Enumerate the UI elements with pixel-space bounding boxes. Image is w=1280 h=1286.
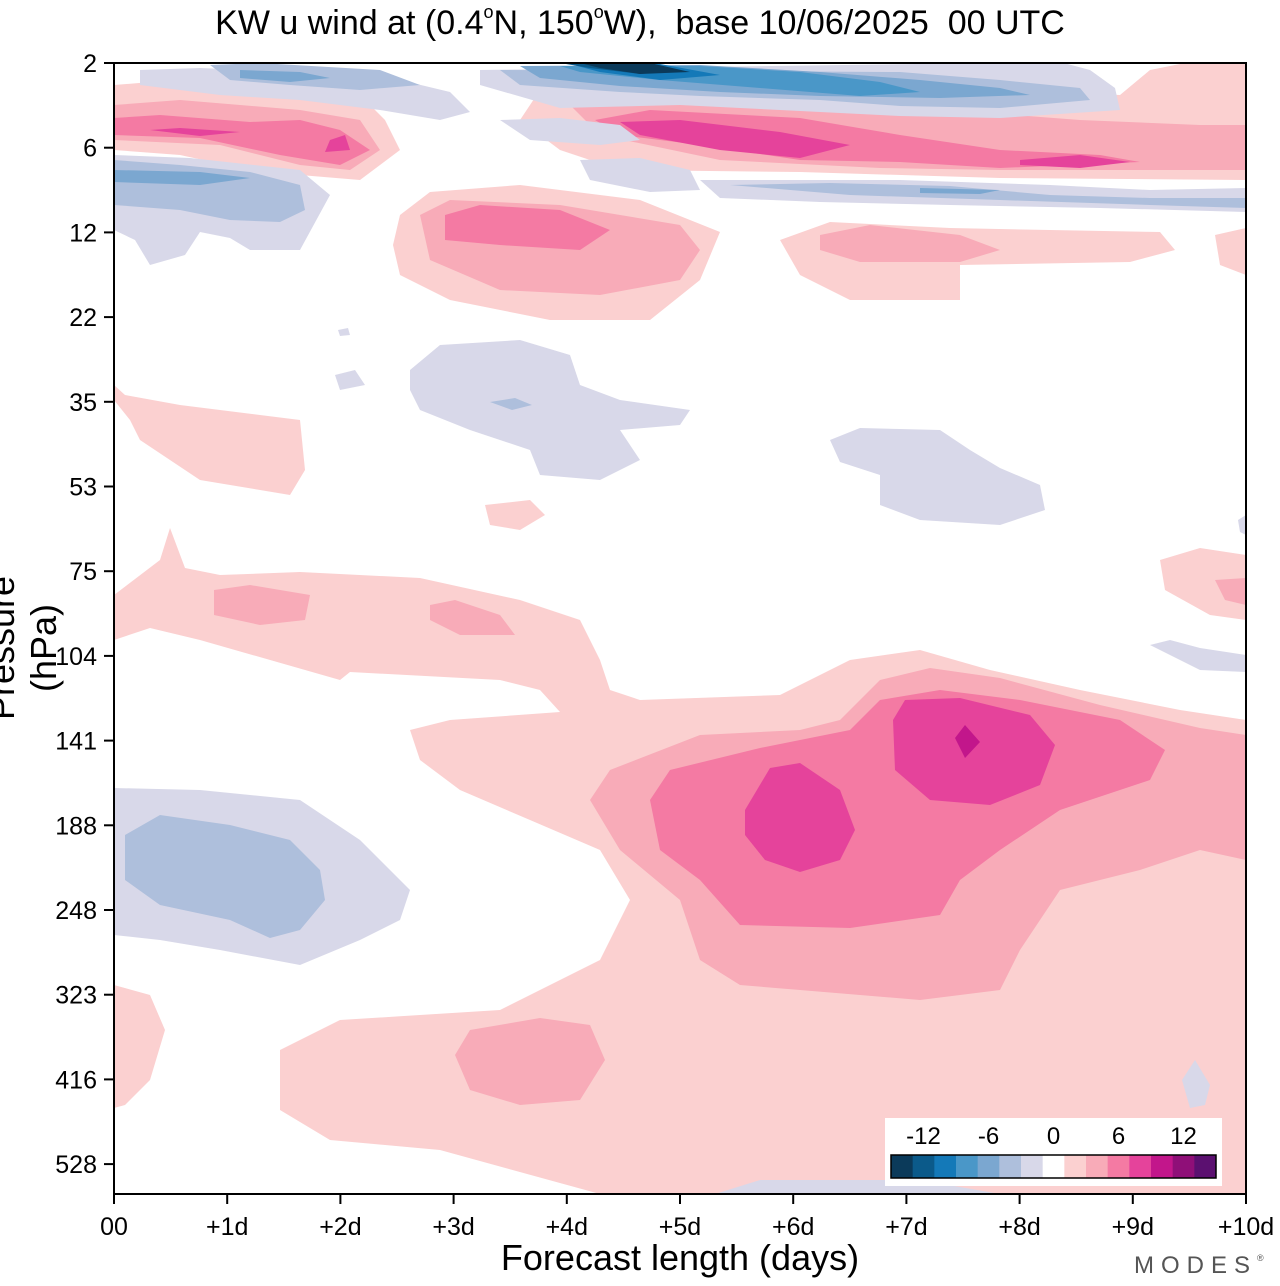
y-tick-label-6: 75 [69, 558, 97, 586]
contour-region-37 [335, 370, 365, 390]
colorbar-tick-label-2: 0 [1047, 1123, 1060, 1150]
y-tick-label-3: 22 [69, 304, 97, 332]
brand-name: MODES [1134, 1252, 1258, 1279]
x-tick-label-3: +3d [432, 1213, 474, 1241]
colorbar-swatch-8 [1064, 1155, 1087, 1178]
contour-region-34 [580, 158, 700, 192]
colorbar-swatch-2 [934, 1155, 957, 1178]
colorbar-swatch-7 [1042, 1155, 1065, 1178]
y-tick-label-5: 53 [69, 474, 97, 502]
y-tick-label-11: 323 [55, 982, 97, 1010]
contour-region-41 [1150, 640, 1246, 672]
colorbar-swatch-4 [977, 1155, 1000, 1178]
brand-mark: ® [1257, 1253, 1264, 1263]
contour-region-49 [125, 815, 325, 938]
contour-region-48 [730, 183, 1246, 208]
x-tick-label-9: +9d [1112, 1213, 1154, 1241]
contour-region-3 [485, 500, 545, 530]
colorbar-tick-label-4: 12 [1170, 1123, 1197, 1150]
contour-region-13 [455, 1018, 605, 1105]
y-tick-label-7: 104 [55, 643, 97, 671]
x-tick-label-6: +6d [772, 1213, 814, 1241]
x-tick-label-0: 00 [100, 1213, 128, 1241]
contour-region-27 [620, 120, 850, 158]
colorbar-swatch-0 [891, 1155, 914, 1178]
contour-region-54 [920, 188, 1000, 194]
contour-region-42 [1182, 1060, 1210, 1108]
degree-symbol-1: o [483, 2, 494, 22]
contour-region-33 [500, 118, 640, 145]
contour-region-16 [820, 225, 1000, 262]
colorbar-tick-label-0: -12 [906, 1123, 941, 1150]
x-tick-label-1: +1d [206, 1213, 248, 1241]
contour-region-22 [595, 110, 1140, 168]
x-tick-label-10: +10d [1218, 1213, 1274, 1241]
y-tick-label-12: 416 [55, 1066, 97, 1094]
colorbar-swatch-12 [1151, 1155, 1174, 1178]
contour-region-26 [325, 135, 350, 152]
y-tick-label-2: 12 [69, 219, 97, 247]
chart-title: KW u wind at (0.4oN, 150oW), base 10/06/… [0, 2, 1280, 43]
title-mid: N, 150 [493, 4, 594, 42]
contour-region-1 [114, 985, 165, 1108]
contour-region-38 [338, 328, 350, 336]
contour-region-24 [893, 698, 1055, 805]
degree-symbol-2: o [593, 2, 604, 22]
contour-region-20 [445, 205, 610, 250]
colorbar-swatch-6 [1021, 1155, 1044, 1178]
contour-region-53 [240, 70, 330, 82]
x-tick-label-4: +4d [546, 1213, 588, 1241]
y-tick-label-9: 188 [55, 812, 97, 840]
colorbar-tick-label-1: -6 [978, 1123, 999, 1150]
contour-region-9 [1215, 228, 1246, 275]
title-suffix: W), base 10/06/2025 00 UTC [603, 4, 1065, 42]
y-tick-label-8: 141 [55, 728, 97, 756]
colorbar-swatch-9 [1086, 1155, 1109, 1178]
y-tick-label-4: 35 [69, 389, 97, 417]
contour-region-4 [1160, 548, 1246, 620]
contour-region-11 [214, 585, 310, 625]
y-tick-label-10: 248 [55, 897, 97, 925]
x-tick-label-2: +2d [319, 1213, 361, 1241]
colorbar-swatch-5 [999, 1155, 1022, 1178]
y-tick-label-13: 528 [55, 1151, 97, 1179]
brand-logo: MODES® [1134, 1252, 1264, 1280]
y-axis-label: Pressure (hPa) [0, 575, 64, 721]
x-axis-label: Forecast length (days) [500, 1237, 860, 1278]
contour-region-21 [114, 115, 370, 165]
contour-region-28 [1020, 155, 1130, 168]
colorbar: -12 -6 0 6 12 [885, 1118, 1222, 1186]
contour-region-43 [1238, 515, 1246, 535]
contour-region-2 [114, 385, 305, 495]
x-tick-label-7: +7d [885, 1213, 927, 1241]
contour-region-51 [114, 170, 250, 185]
colorbar-swatch-3 [956, 1155, 979, 1178]
contour-region-50 [490, 398, 532, 410]
colorbar-frame [890, 1154, 1217, 1179]
y-axis: 2 6 12 22 35 53 75 104 141 188 248 323 416 528 [55, 50, 114, 1179]
y-tick-label-0: 2 [83, 50, 97, 78]
contour-region-29 [955, 725, 980, 758]
x-axis: 00 +1d +2d +3d +4d +5d +6d +7d +8d +9d +10d [100, 1194, 1274, 1241]
x-tick-label-5: +5d [659, 1213, 701, 1241]
colorbar-tick-label-3: 6 [1112, 1123, 1125, 1150]
colorbar-swatch-13 [1172, 1155, 1195, 1178]
contour-region-14 [1215, 578, 1246, 605]
contour-region-25 [150, 128, 240, 136]
contour-region-12 [430, 600, 515, 635]
contour-region-58 [580, 63, 690, 74]
contour-region-39 [830, 428, 1045, 525]
contour-region-36 [410, 340, 690, 480]
colorbar-swatch-10 [1107, 1155, 1130, 1178]
colorbar-swatch-1 [912, 1155, 935, 1178]
title-prefix: KW u wind at (0.4 [215, 4, 484, 42]
contour-region-23 [745, 763, 855, 872]
contour-field [114, 63, 1246, 1194]
x-tick-label-8: +8d [998, 1213, 1040, 1241]
y-tick-label-1: 6 [83, 135, 97, 163]
colorbar-swatch-11 [1129, 1155, 1152, 1178]
colorbar-swatch-14 [1194, 1155, 1217, 1178]
